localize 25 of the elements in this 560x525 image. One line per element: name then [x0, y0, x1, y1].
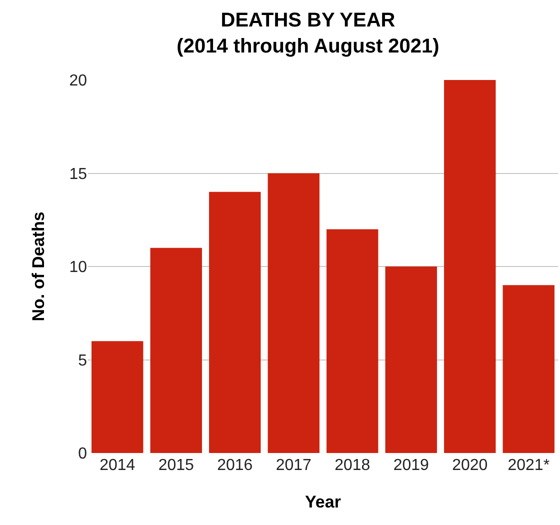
x-tick-label: 2015: [158, 457, 194, 474]
y-tick-label: 5: [78, 352, 88, 370]
x-tick-label: 2017: [276, 457, 312, 474]
y-axis-title: No. of Deaths: [28, 212, 48, 322]
x-tick-label: 2014: [100, 457, 136, 474]
bar: [385, 266, 437, 453]
bar: [444, 80, 496, 453]
x-tick-label: 2019: [393, 457, 430, 474]
bar: [268, 173, 320, 453]
bar: [92, 341, 144, 453]
y-tick-label: 20: [69, 72, 88, 90]
bar: [150, 248, 202, 453]
y-tick-label: 0: [78, 446, 88, 463]
chart-subtitle: (2014 through August 2021): [176, 35, 440, 58]
x-tick-label: 2020: [452, 457, 488, 474]
bar: [502, 285, 554, 453]
y-tick-label: 15: [69, 166, 88, 183]
chart-title: DEATHS BY YEAR: [220, 9, 396, 32]
bar: [326, 229, 378, 453]
x-tick-label: 2021*: [508, 457, 550, 474]
bar: [209, 192, 261, 453]
x-tick-label: 2018: [334, 457, 370, 474]
y-tick-label: 10: [69, 259, 88, 276]
x-axis-title: Year: [305, 492, 342, 512]
x-tick-label: 2016: [217, 457, 253, 474]
